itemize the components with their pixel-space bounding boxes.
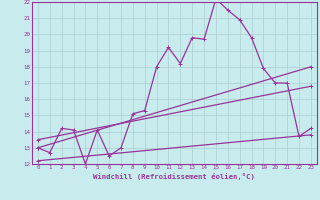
X-axis label: Windchill (Refroidissement éolien,°C): Windchill (Refroidissement éolien,°C): [93, 173, 255, 180]
